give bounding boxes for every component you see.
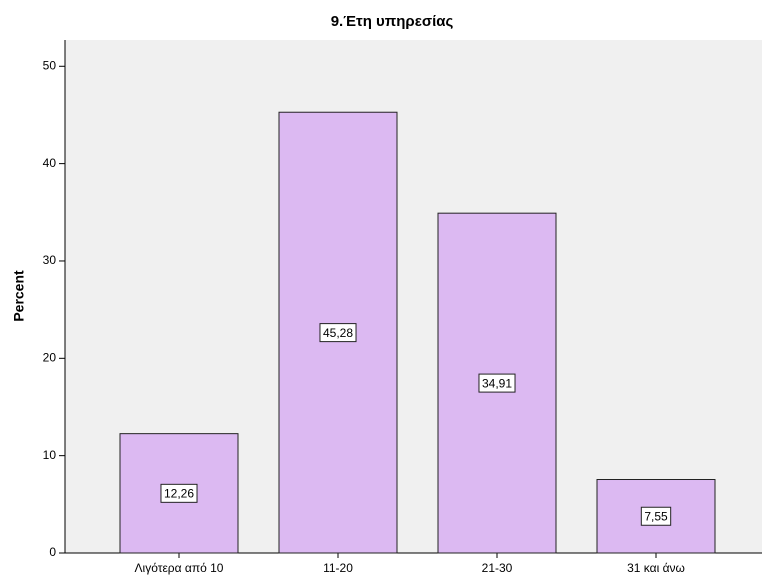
x-tick-label: 31 και άνω <box>627 561 685 575</box>
y-tick-label: 20 <box>43 350 57 364</box>
value-label: 12,26 <box>164 487 194 501</box>
value-label-box <box>160 483 198 503</box>
y-tick-label: 30 <box>43 253 57 267</box>
x-tick-label: Λιγότερα από 10 <box>135 561 224 575</box>
value-label-box <box>478 373 516 393</box>
y-axis-label: Percent <box>11 270 27 322</box>
y-tick-label: 40 <box>43 156 57 170</box>
chart-title: 9.Έτη υπηρεσίας <box>331 13 454 30</box>
y-tick-label: 10 <box>43 448 57 462</box>
value-label: 34,91 <box>482 376 512 390</box>
x-tick-label: 11-20 <box>323 561 353 575</box>
y-tick-label: 50 <box>43 58 57 72</box>
x-tick-label: 21-30 <box>482 561 513 575</box>
value-label-box <box>640 506 672 526</box>
y-tick-label: 0 <box>49 545 56 559</box>
value-label: 45,28 <box>323 326 353 340</box>
value-label-box <box>319 323 357 343</box>
value-label: 7,55 <box>644 509 668 523</box>
